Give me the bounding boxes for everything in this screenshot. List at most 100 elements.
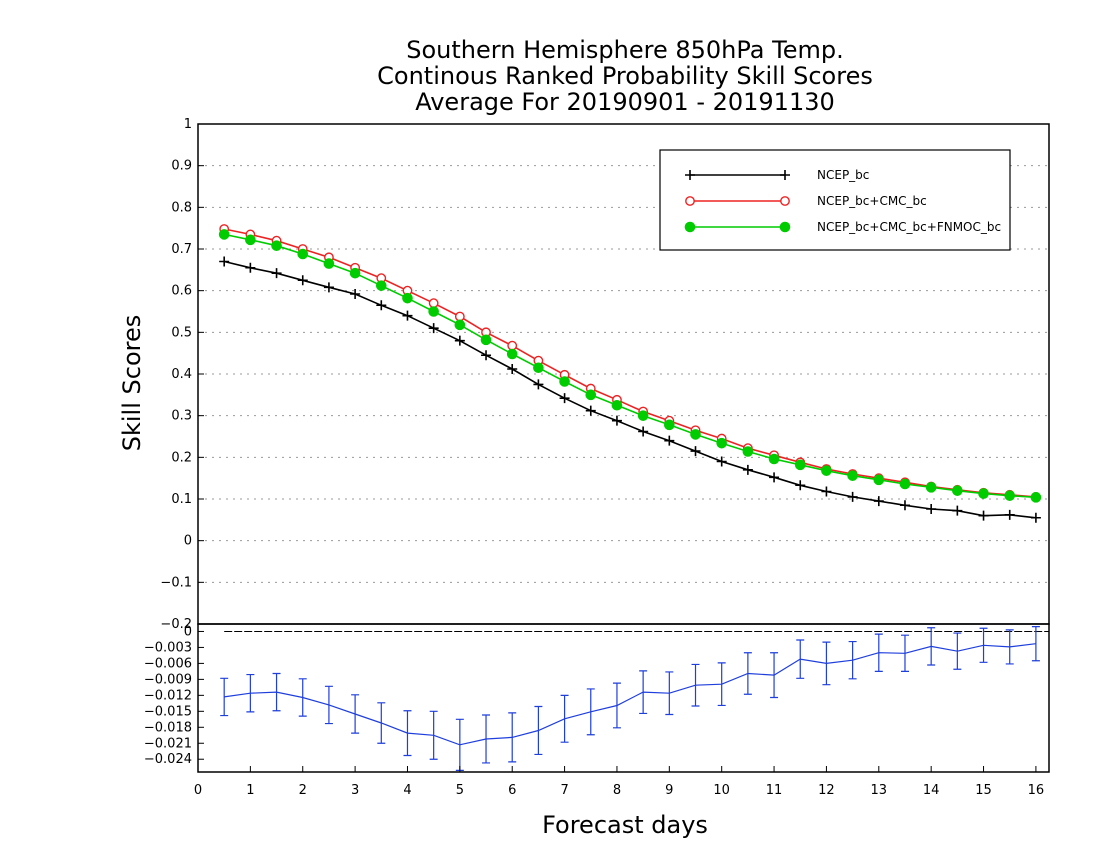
- diff-y-tick-label: −0.003: [144, 640, 192, 655]
- data-point: [480, 334, 492, 346]
- x-tick-label: 0: [194, 783, 202, 798]
- error-bar: [717, 662, 726, 707]
- series-line: [224, 233, 1036, 499]
- error-bar: [377, 702, 386, 744]
- diff-y-tick-label: −0.024: [144, 752, 192, 767]
- x-tick-label: 14: [923, 783, 940, 798]
- y-tick-label: 0.1: [171, 492, 192, 507]
- x-tick-label: 12: [818, 783, 835, 798]
- diff-y-tick-label: −0.021: [144, 736, 192, 751]
- y-tick-label: 0.2: [171, 450, 192, 465]
- data-point: [271, 240, 282, 251]
- y-tick-label: 0.8: [171, 200, 192, 215]
- data-point: [349, 267, 361, 279]
- legend-label: NCEP_bc+CMC_bc+FNMOC_bc: [817, 220, 1001, 234]
- y-tick-label: −0.2: [160, 617, 192, 632]
- data-point: [507, 340, 518, 351]
- data-point: [847, 491, 858, 502]
- x-tick-label: 13: [871, 783, 888, 798]
- data-point: [454, 319, 466, 331]
- data-point: [873, 496, 884, 507]
- data-point: [375, 280, 387, 291]
- legend-label: NCEP_bc: [817, 168, 869, 182]
- error-bar: [796, 639, 805, 679]
- data-point: [769, 472, 780, 483]
- diff-y-tick-label: −0.009: [144, 672, 192, 687]
- data-point: [638, 426, 649, 437]
- data-point: [350, 289, 361, 299]
- y-tick-label: −0.1: [160, 575, 192, 590]
- data-point: [690, 429, 701, 440]
- chart-title-block: Southern Hemisphere 850hPa Temp. Contino…: [377, 36, 873, 116]
- error-bar: [743, 652, 752, 695]
- error-bar: [822, 641, 831, 686]
- error-bar: [324, 685, 333, 725]
- data-point: [1004, 509, 1015, 520]
- x-axis-label: Forecast days: [542, 811, 708, 839]
- diff-y-tick-label: −0.012: [144, 688, 192, 703]
- error-bar: [220, 677, 229, 717]
- data-point: [742, 464, 753, 475]
- data-point: [454, 335, 465, 346]
- x-tick-label: 2: [299, 783, 307, 798]
- main-panel: −0.2 −0.1 0 0.1 0.2 0.3 0.4 0.5 0.6 0.7 0.8 0.9 1: [160, 117, 1050, 632]
- series-NCEP_bc: [219, 256, 1041, 523]
- data-point: [297, 275, 308, 286]
- error-bar: [586, 688, 595, 736]
- data-point: [428, 298, 439, 309]
- x-tick-label: 15: [975, 783, 992, 798]
- chart-title-line-3: Average For 20190901 - 20191130: [415, 88, 835, 116]
- data-point: [794, 459, 806, 471]
- error-bar: [1031, 626, 1040, 662]
- y-tick-label: 0.9: [171, 159, 192, 174]
- chart-title-line-1: Southern Hemisphere 850hPa Temp.: [406, 36, 843, 64]
- data-point: [1030, 512, 1041, 523]
- x-tick-label: 7: [560, 783, 568, 798]
- data-point: [821, 465, 832, 476]
- legend-item: NCEP_bc: [685, 168, 869, 182]
- x-tick-label: 4: [403, 783, 411, 798]
- error-bar: [848, 640, 857, 680]
- data-point: [952, 505, 963, 516]
- data-point: [716, 437, 727, 449]
- difference-series: [220, 626, 1040, 772]
- x-tick-label: 6: [508, 783, 516, 798]
- difference-line: [224, 643, 1036, 746]
- legend-label: NCEP_bc+CMC_bc: [817, 194, 927, 208]
- data-point: [1004, 490, 1016, 501]
- data-point: [690, 446, 701, 457]
- error-bar: [455, 718, 464, 772]
- data-point: [428, 306, 439, 317]
- data-point: [376, 300, 387, 311]
- error-bar: [351, 694, 360, 734]
- data-point: [611, 399, 623, 411]
- y-tick-label: 1: [184, 117, 192, 132]
- data-point: [297, 248, 309, 260]
- legend-frame: [659, 149, 1011, 251]
- data-point: [533, 362, 544, 374]
- y-tick-label: 0.3: [171, 409, 192, 424]
- series-line: [224, 260, 1036, 519]
- data-point: [585, 389, 597, 401]
- data-point: [821, 486, 832, 497]
- x-tick-label: 11: [766, 783, 783, 798]
- error-bar: [403, 710, 412, 757]
- diff-y-tick-label: −0.006: [144, 656, 192, 671]
- legend-marker: [779, 221, 791, 233]
- data-point: [454, 311, 465, 322]
- error-bar: [874, 633, 883, 672]
- error-bar: [927, 627, 936, 666]
- legend-item: NCEP_bc+CMC_bc+FNMOC_bc: [684, 220, 1001, 234]
- data-point: [664, 435, 675, 446]
- y-tick-label: 0: [184, 534, 192, 549]
- y-tick-label: 0.5: [171, 325, 192, 340]
- data-point: [873, 474, 885, 486]
- data-point: [768, 453, 780, 465]
- error-bar: [1005, 629, 1014, 665]
- data-point: [559, 393, 570, 404]
- error-bar: [272, 672, 281, 712]
- error-bar: [482, 714, 491, 764]
- data-point: [402, 292, 413, 304]
- data-point: [847, 470, 858, 481]
